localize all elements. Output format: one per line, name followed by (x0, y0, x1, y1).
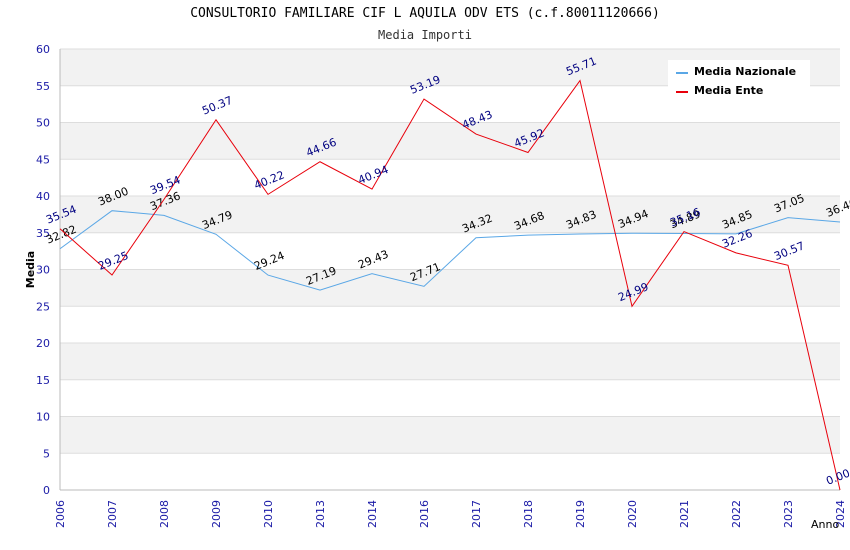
y-tick-label: 10 (36, 411, 50, 424)
grid-band (60, 306, 840, 343)
y-tick-label: 40 (36, 190, 50, 203)
grid-band (60, 379, 840, 417)
x-tick-label: 2024 (834, 500, 847, 528)
legend-box (668, 60, 810, 102)
series-line-media-ente (59, 79, 841, 491)
x-tick-label: 2008 (158, 500, 171, 528)
y-tick-label: 5 (43, 447, 50, 460)
x-tick-label: 2007 (106, 500, 119, 528)
x-tick-label: 2014 (366, 500, 379, 528)
x-tick-label: 2021 (678, 500, 691, 528)
chart-subtitle: Media Importi (378, 28, 472, 42)
grid-band (60, 122, 840, 160)
x-tick-label: 2009 (210, 500, 223, 528)
x-tick-label: 2019 (574, 500, 587, 528)
y-tick-label: 45 (36, 153, 50, 166)
y-tick-label: 30 (36, 264, 50, 277)
legend-label: Media Nazionale (694, 65, 796, 78)
y-tick-label: 50 (36, 117, 50, 130)
y-tick-label: 35 (36, 227, 50, 240)
grid-band (60, 453, 840, 490)
y-tick-label: 60 (36, 43, 50, 56)
x-axis-label: Anno (811, 518, 839, 531)
chart-title: CONSULTORIO FAMILIARE CIF L AQUILA ODV E… (190, 6, 660, 21)
y-tick-label: 25 (36, 300, 50, 313)
y-tick-label: 55 (36, 80, 50, 93)
y-tick-label: 20 (36, 337, 50, 350)
x-tick-label: 2016 (418, 500, 431, 528)
x-tick-label: 2018 (522, 500, 535, 528)
series-line-media-nazionale (59, 210, 841, 291)
x-tick-label: 2022 (730, 500, 743, 528)
legend-label: Media Ente (694, 84, 763, 97)
y-tick-label: 15 (36, 374, 50, 387)
grid-band (60, 416, 840, 454)
grid-band (60, 196, 840, 233)
x-tick-label: 2010 (262, 500, 275, 528)
grid-band (60, 343, 840, 380)
grid-band (60, 159, 840, 196)
x-tick-label: 2013 (314, 500, 327, 528)
x-tick-label: 2020 (626, 500, 639, 528)
y-axis-label: Media (24, 251, 37, 288)
grid-band (60, 269, 840, 307)
y-tick-label: 0 (43, 484, 50, 497)
grid-band (60, 232, 840, 270)
x-tick-label: 2006 (54, 500, 67, 528)
x-tick-label: 2017 (470, 500, 483, 528)
x-tick-label: 2023 (782, 500, 795, 528)
